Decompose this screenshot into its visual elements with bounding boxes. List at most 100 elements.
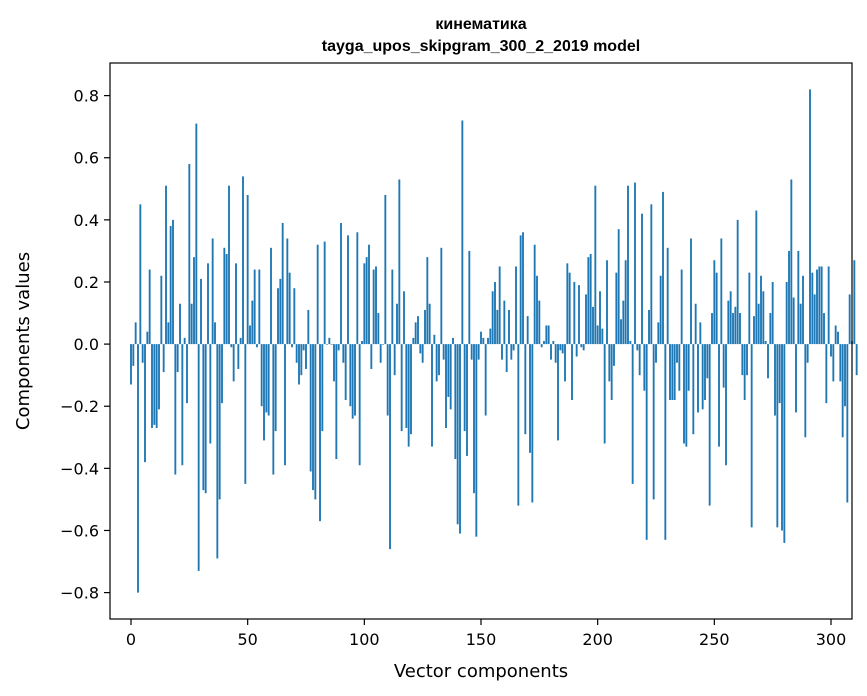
bar-33 [207, 263, 209, 345]
bar-230 [666, 247, 669, 345]
bar-55 [258, 269, 261, 345]
bar-68 [288, 272, 291, 345]
bar-96 [354, 344, 356, 416]
bar-124 [419, 344, 422, 354]
bar-86 [330, 344, 333, 345]
bar-141 [459, 344, 461, 534]
bar-20 [176, 344, 179, 373]
bar-78 [312, 344, 314, 491]
x-tick-label: 150 [466, 630, 497, 649]
bar-165 [515, 266, 517, 345]
bar-24 [186, 344, 188, 404]
bar-306 [844, 344, 846, 407]
bar-237 [683, 344, 685, 444]
bar-67 [286, 238, 289, 345]
bar-260 [736, 219, 739, 345]
bar-27 [193, 257, 195, 345]
bar-16 [167, 322, 170, 345]
bar-108 [382, 344, 384, 345]
bar-10 [153, 344, 156, 425]
bar-156 [494, 281, 496, 345]
bar-136 [447, 344, 450, 397]
bar-158 [498, 266, 501, 345]
bar-146 [470, 344, 473, 360]
bar-2 [134, 322, 137, 345]
bar-113 [393, 344, 396, 376]
bar-224 [652, 344, 655, 500]
bar-30 [200, 278, 202, 345]
bar-293 [813, 294, 816, 345]
bar-282 [788, 250, 790, 345]
bar-279 [781, 344, 783, 531]
bar-231 [669, 344, 671, 401]
bar-89 [337, 344, 340, 351]
bar-154 [489, 328, 492, 345]
bar-19 [174, 344, 177, 475]
bar-299 [827, 266, 830, 345]
bar-178 [545, 325, 548, 345]
bar-290 [806, 344, 809, 363]
y-tick-label: 0.6 [74, 149, 99, 168]
bar-247 [706, 344, 709, 379]
bar-190 [573, 281, 576, 345]
bar-213 [627, 185, 629, 345]
bar-166 [517, 344, 520, 506]
bar-277 [776, 344, 779, 528]
bar-100 [363, 263, 366, 345]
bar-17 [169, 226, 172, 345]
x-tick-label: 300 [816, 630, 847, 649]
bar-173 [533, 244, 536, 345]
bar-250 [713, 260, 716, 345]
bar-143 [463, 344, 466, 432]
bar-286 [797, 250, 800, 345]
bar-227 [659, 275, 662, 345]
bar-22 [181, 344, 184, 466]
bar-238 [685, 344, 688, 447]
y-tick-label: 0.0 [74, 335, 99, 354]
bar-121 [412, 337, 415, 345]
bar-77 [309, 344, 312, 472]
bar-257 [729, 291, 732, 345]
y-tick-label: 0.2 [74, 273, 99, 292]
y-tick-label: −0.6 [60, 521, 99, 540]
bar-49 [244, 344, 247, 484]
bar-285 [795, 344, 797, 413]
bar-41 [225, 254, 228, 345]
bar-273 [767, 344, 769, 379]
bar-79 [314, 344, 317, 500]
bar-310 [853, 260, 856, 345]
bar-83 [323, 241, 326, 345]
bar-105 [375, 266, 377, 345]
bar-202 [601, 328, 604, 345]
bar-181 [552, 341, 555, 345]
bar-134 [442, 344, 445, 360]
bar-283 [790, 179, 793, 345]
bar-34 [209, 344, 212, 444]
bar-32 [204, 344, 207, 494]
bar-182 [554, 344, 557, 363]
bar-97 [356, 232, 359, 345]
bar-169 [524, 344, 527, 435]
bar-59 [267, 344, 270, 416]
bar-235 [678, 344, 681, 391]
bar-99 [361, 341, 363, 345]
bar-226 [657, 322, 660, 345]
bar-37 [216, 344, 219, 559]
bar-91 [342, 344, 345, 363]
bar-36 [214, 322, 216, 345]
bar-120 [410, 344, 412, 435]
bar-64 [279, 278, 282, 345]
bar-195 [585, 294, 587, 345]
bar-122 [414, 322, 417, 345]
bar-198 [592, 306, 594, 345]
bar-311 [855, 344, 858, 376]
bar-245 [701, 344, 704, 410]
bar-281 [785, 281, 788, 345]
bar-0 [130, 344, 132, 385]
bar-115 [398, 179, 401, 345]
bar-45 [235, 263, 237, 345]
bar-197 [589, 254, 592, 345]
bar-188 [568, 272, 571, 345]
bar-221 [645, 344, 648, 540]
bar-150 [480, 331, 482, 345]
